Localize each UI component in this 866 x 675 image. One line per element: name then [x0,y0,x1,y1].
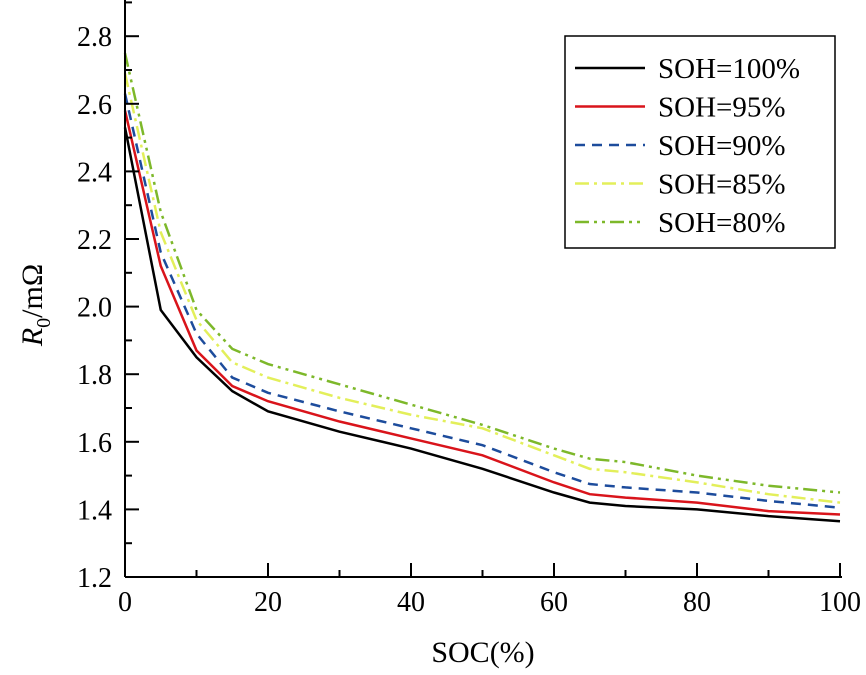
series-line-95 [123,110,841,516]
y-tick-label: 2.0 [77,293,112,324]
x-tick-label: 60 [540,587,568,618]
x-tick-label: 80 [683,587,711,618]
ticks: 0 20 40 60 80 100 1.2 1.4 1.6 1.8 2.0 2.2 2.4 2.6 2.8 [77,1,861,618]
series-line-100 [123,127,841,523]
x-tick-label: 0 [118,587,132,618]
y-tick-label: 2.6 [77,90,112,121]
legend-label: SOH=95% [658,92,786,124]
plot-lines [123,52,841,523]
y-tick-label: 2.2 [77,225,112,256]
x-tick-label: 100 [819,587,861,618]
x-axis-label: SOC(%) [431,636,534,669]
legend-label: SOH=90% [658,130,786,162]
legend: SOH=100% SOH=95% SOH=90% SOH=85% SOH=80% [564,35,836,249]
y-tick-label: 1.8 [77,360,112,391]
x-tick-label: 40 [397,587,425,618]
series-line-90 [123,93,841,509]
legend-label: SOH=80% [658,207,786,239]
legend-label: SOH=85% [658,169,786,201]
x-tick-label: 20 [254,587,282,618]
y-axis-label: R0/mΩ [16,264,55,347]
y-tick-label: 1.4 [77,495,112,526]
series-line-80 [123,52,841,494]
y-tick-label: 1.2 [77,563,112,594]
y-tick-label: 2.8 [77,22,112,53]
y-tick-label: 1.6 [77,428,112,459]
series-line-85 [123,73,841,504]
legend-label: SOH=100% [658,53,800,85]
y-tick-label: 2.4 [77,157,112,188]
